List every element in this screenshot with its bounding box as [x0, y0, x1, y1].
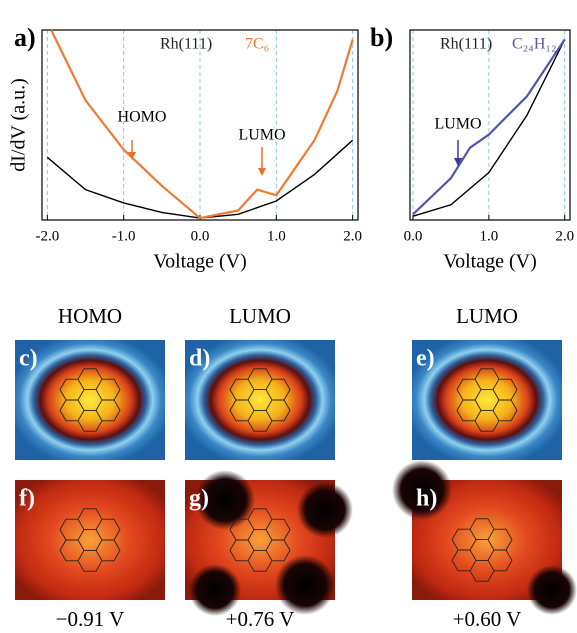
panel-letter: g)	[189, 486, 209, 512]
dark-region	[189, 564, 241, 616]
data-line	[412, 38, 566, 216]
x-tick-label: 1.0	[267, 228, 286, 244]
stm-image	[412, 340, 562, 460]
molecule-outline	[456, 368, 518, 432]
stm-image	[15, 480, 165, 600]
y-axis-label: dI/dV (a.u.)	[8, 78, 30, 172]
plot-frame	[41, 29, 359, 221]
plot-frame	[409, 29, 571, 221]
dark-region	[275, 555, 335, 615]
legend-label: 7C₆	[245, 36, 269, 53]
dark-region	[392, 460, 452, 520]
molecule-outline	[59, 508, 121, 572]
legend-label: Rh(111)	[440, 36, 492, 53]
legend-label: Rh(111)	[160, 36, 212, 53]
stm-image	[15, 340, 165, 460]
panel-letter: f)	[19, 486, 35, 512]
molecule-outline	[451, 518, 513, 582]
data-line	[412, 39, 566, 217]
image-header: LUMO	[456, 304, 518, 328]
dark-region	[195, 470, 255, 530]
stm-image	[185, 340, 335, 460]
panel-letter: d)	[189, 346, 210, 372]
voltage-label: +0.60 V	[453, 607, 522, 631]
molecule-outline	[229, 508, 291, 572]
arrow-head	[454, 158, 462, 166]
x-tick-label: 0.0	[404, 228, 423, 244]
arrow-head	[128, 152, 136, 160]
panel-letter: b)	[370, 23, 393, 52]
panel-letter: c)	[19, 346, 38, 372]
dark-region	[527, 565, 577, 615]
data-line	[50, 29, 354, 220]
molecule-outline	[229, 368, 291, 432]
arrow-head	[258, 168, 266, 176]
legend-label: C₂₄H₁₂	[512, 36, 557, 53]
x-tick-label: 0.0	[191, 228, 210, 244]
image-header: HOMO	[58, 304, 122, 328]
panel-letter: e)	[416, 346, 435, 372]
panel-letter: h)	[416, 486, 437, 512]
x-axis-label: Voltage (V)	[153, 251, 247, 273]
annotation: HOMO	[118, 109, 167, 126]
image-header: LUMO	[229, 304, 291, 328]
molecule-outline	[59, 368, 121, 432]
annotation: LUMO	[238, 127, 285, 144]
x-tick-label: -2.0	[35, 228, 59, 244]
annotation: LUMO	[434, 116, 481, 133]
x-tick-label: 1.0	[479, 228, 498, 244]
x-axis-label: Voltage (V)	[443, 251, 537, 273]
voltage-label: +0.76 V	[226, 607, 295, 631]
panel-letter: a)	[14, 23, 36, 52]
x-tick-label: -1.0	[112, 228, 136, 244]
voltage-label: −0.91 V	[56, 607, 125, 631]
dark-region	[297, 482, 353, 538]
x-tick-label: 2.0	[555, 228, 574, 244]
x-tick-label: 2.0	[343, 228, 362, 244]
